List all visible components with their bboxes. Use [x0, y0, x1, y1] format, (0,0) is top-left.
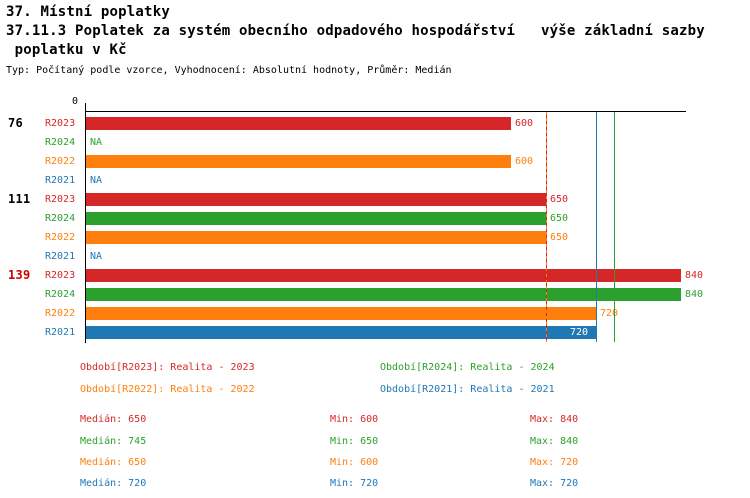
chart-row-111-r2024: R2024 650: [0, 209, 750, 228]
stat-median-r2022: Medián: 650: [80, 457, 147, 468]
stat-median-r2024: Medián: 745: [80, 436, 147, 447]
chart-row-139-r2022: R2022 720: [0, 304, 750, 323]
bar-value-label: 840: [685, 289, 704, 300]
chart-title-line2: poplatku v Kč: [6, 42, 127, 58]
bar: [86, 288, 681, 301]
median-line-r2022: [546, 112, 547, 342]
chart-row-111-r2023: R2023 650: [0, 190, 750, 209]
group-label-76: 76: [8, 116, 24, 130]
page-title: 37. Místní poplatky: [6, 4, 170, 20]
series-label: R2023: [45, 118, 76, 129]
bar-value-label: 600: [515, 118, 534, 129]
bar: [86, 117, 511, 130]
stat-max-r2022: Max: 720: [530, 457, 579, 468]
series-label: R2021: [45, 175, 76, 186]
series-label: R2024: [45, 137, 76, 148]
y-axis-line: [85, 103, 86, 343]
bar: [86, 231, 546, 244]
stat-median-r2021: Medián: 720: [80, 478, 147, 489]
legend-item-r2021: Období[R2021]: Realita - 2021: [380, 384, 555, 395]
stat-min-r2022: Min: 600: [330, 457, 379, 468]
bar: [86, 155, 511, 168]
bar-value-label: NA: [90, 137, 103, 148]
median-line-r2021: [596, 112, 597, 342]
series-label: R2022: [45, 156, 76, 167]
bar-value-label: NA: [90, 251, 103, 262]
median-line-r2024: [614, 112, 615, 342]
stat-median-r2023: Medián: 650: [80, 414, 147, 425]
bar-value-label: 650: [550, 194, 569, 205]
group-label-139: 139: [8, 268, 31, 282]
series-label: R2022: [45, 308, 76, 319]
chart-row-139-r2023: R2023 840: [0, 266, 750, 285]
bar-value-label: 720: [600, 308, 619, 319]
chart-subtitle: Typ: Počítaný podle vzorce, Vyhodnocení:…: [6, 65, 452, 76]
bar-value-label: 840: [685, 270, 704, 281]
legend-item-r2023: Období[R2023]: Realita - 2023: [80, 362, 255, 373]
series-label: R2021: [45, 327, 76, 338]
bar: [86, 193, 546, 206]
bar-value-label: NA: [90, 175, 103, 186]
axis-origin-label: 0: [72, 96, 79, 107]
bar-value-label: 650: [550, 213, 569, 224]
stat-max-r2023: Max: 840: [530, 414, 579, 425]
bar: [86, 269, 681, 282]
stat-min-r2024: Min: 650: [330, 436, 379, 447]
chart-row-111-r2022: R2022 650: [0, 228, 750, 247]
chart-row-76-r2023: R2023 600: [0, 114, 750, 133]
series-label: R2023: [45, 270, 76, 281]
bar-value-label: 720: [570, 327, 589, 338]
series-label: R2021: [45, 251, 76, 262]
bar: [86, 212, 546, 225]
chart-row-76-r2024: R2024 NA: [0, 133, 750, 152]
chart-row-139-r2024: R2024 840: [0, 285, 750, 304]
chart-row-76-r2021: R2021 NA: [0, 171, 750, 190]
x-axis-line: [86, 111, 686, 112]
stat-max-r2024: Max: 840: [530, 436, 579, 447]
group-label-111: 111: [8, 192, 31, 206]
bar-value-label: 600: [515, 156, 534, 167]
bar-value-label: 650: [550, 232, 569, 243]
series-label: R2024: [45, 213, 76, 224]
chart-title-line1: 37.11.3 Poplatek za systém obecního odpa…: [6, 23, 705, 39]
chart-row-111-r2021: R2021 NA: [0, 247, 750, 266]
bar: [86, 307, 596, 320]
chart-row-139-r2021: R2021 720: [0, 323, 750, 342]
series-label: R2022: [45, 232, 76, 243]
legend-item-r2022: Období[R2022]: Realita - 2022: [80, 384, 255, 395]
stat-min-r2023: Min: 600: [330, 414, 379, 425]
legend-item-r2024: Období[R2024]: Realita - 2024: [380, 362, 555, 373]
stat-max-r2021: Max: 720: [530, 478, 579, 489]
bar: [86, 326, 596, 339]
series-label: R2023: [45, 194, 76, 205]
stat-min-r2021: Min: 720: [330, 478, 379, 489]
chart-row-76-r2022: R2022 600: [0, 152, 750, 171]
series-label: R2024: [45, 289, 76, 300]
